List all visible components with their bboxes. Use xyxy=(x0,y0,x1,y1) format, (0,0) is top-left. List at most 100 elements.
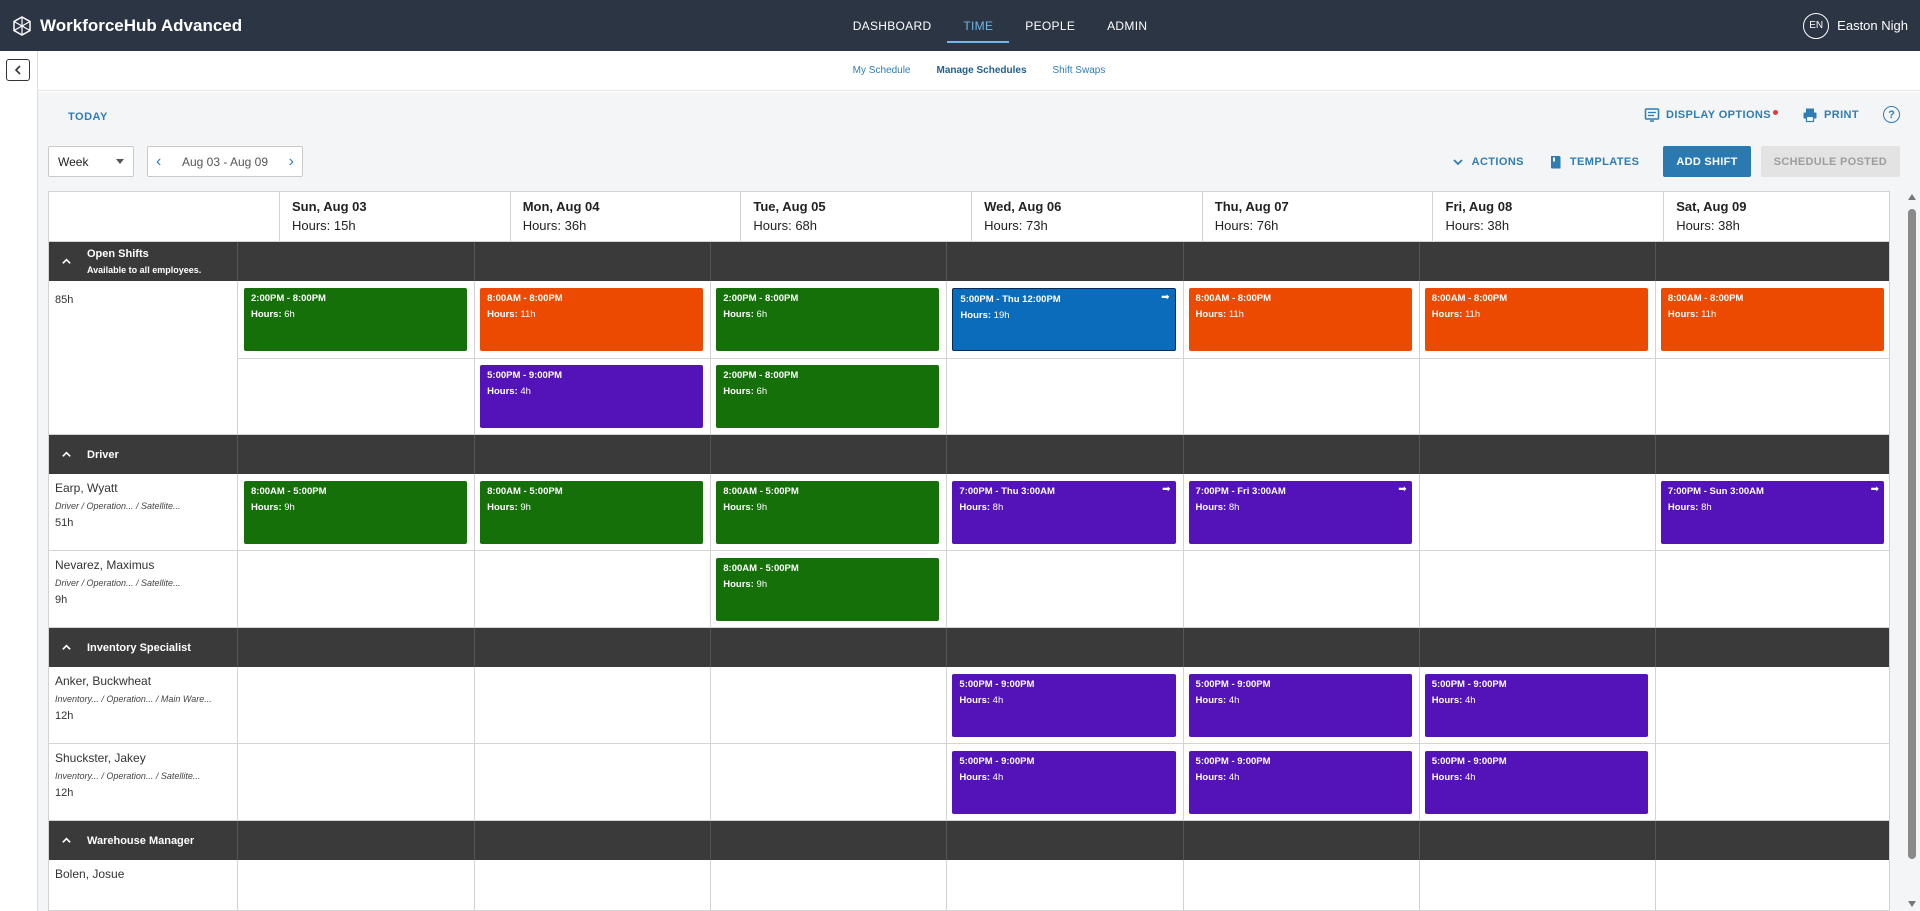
day-divider xyxy=(710,744,712,820)
shift-card[interactable]: 8:00AM - 8:00PM Hours: 11h xyxy=(1424,288,1648,351)
add-shift-button[interactable]: ADD SHIFT xyxy=(1663,146,1751,177)
shift-card[interactable]: 8:00AM - 8:00PM Hours: 11h xyxy=(1660,288,1884,351)
help-icon[interactable]: ? xyxy=(1883,106,1900,123)
day-divider xyxy=(710,281,712,434)
brand[interactable]: WorkforceHub Advanced xyxy=(12,0,242,51)
section-header[interactable]: Warehouse Manager xyxy=(49,821,1889,860)
scroll-up-icon[interactable] xyxy=(1908,194,1916,200)
employee-name[interactable]: Bolen, Josue xyxy=(55,867,125,881)
day-header: Sun, Aug 03 Hours: 15h xyxy=(280,192,511,242)
overnight-arrow-icon: ➡ xyxy=(1398,484,1407,495)
shift-time: 7:00PM - Fri 3:00AM xyxy=(1195,486,1286,497)
user-name[interactable]: Easton Nigh xyxy=(1837,18,1908,33)
avatar[interactable]: EN xyxy=(1803,12,1830,39)
previous-week-icon[interactable]: ‹ xyxy=(156,152,162,170)
shift-card[interactable]: 5:00PM - 9:00PM Hours: 4h xyxy=(1188,674,1412,737)
employee-name[interactable]: Shuckster, Jakey xyxy=(55,751,146,765)
shift-card[interactable]: 2:00PM - 8:00PM Hours: 6h xyxy=(716,365,940,428)
user-menu[interactable]: EN Easton Nigh xyxy=(1803,0,1908,51)
sub-nav-item-my-schedule[interactable]: My Schedule xyxy=(852,65,911,76)
shift-card[interactable]: 5:00PM - 9:00PM Hours: 4h xyxy=(1424,751,1648,814)
scrollbar-thumb[interactable] xyxy=(1908,209,1916,859)
shift-time: 2:00PM - 8:00PM xyxy=(723,293,799,304)
shift-hours: Hours: 6h xyxy=(723,386,768,397)
chevron-up-icon[interactable] xyxy=(59,640,73,654)
nav-item-time[interactable]: TIME xyxy=(947,0,1010,51)
shift-card[interactable]: 5:00PM - 9:00PM Hours: 4h xyxy=(1188,751,1412,814)
nav-item-dashboard[interactable]: DASHBOARD xyxy=(852,18,932,33)
nav-item-people[interactable]: PEOPLE xyxy=(1025,18,1076,33)
shift-card[interactable]: 8:00AM - 8:00PM Hours: 11h xyxy=(1188,288,1412,351)
display-options-label: DISPLAY OPTIONS xyxy=(1665,108,1771,121)
shift-card[interactable]: 2:00PM - 8:00PM Hours: 6h xyxy=(244,288,468,351)
employee-role: Driver / Operation... / Satellite... xyxy=(55,501,181,511)
shift-time: 5:00PM - 9:00PM xyxy=(1431,756,1507,767)
shift-card[interactable]: 8:00AM - 5:00PM Hours: 9h xyxy=(480,481,704,544)
employee-hours: 51h xyxy=(55,517,74,529)
shift-card[interactable]: 5:00PM - 9:00PM Hours: 4h xyxy=(1424,674,1648,737)
employee-label[interactable]: 85h xyxy=(49,281,238,434)
day-date: Thu, Aug 07 xyxy=(1214,199,1289,214)
day-hours: Hours: 38h xyxy=(1676,218,1740,233)
section-header[interactable]: Driver xyxy=(49,435,1889,474)
section-header[interactable]: Inventory Specialist xyxy=(49,628,1889,667)
day-divider xyxy=(1654,821,1656,860)
shift-card[interactable]: 8:00AM - 5:00PM Hours: 9h xyxy=(716,558,940,621)
day-divider xyxy=(1182,435,1184,474)
employee-row: Shuckster, Jakey Inventory... / Operation… xyxy=(49,744,1889,821)
print-icon xyxy=(1803,108,1817,122)
section-header[interactable]: Open Shifts Available to all employees. xyxy=(49,242,1889,281)
chevron-up-icon[interactable] xyxy=(59,254,73,268)
display-options-button[interactable]: DISPLAY OPTIONS xyxy=(1644,107,1778,123)
employee-hours: 9h xyxy=(55,594,68,606)
shift-card[interactable]: 8:00AM - 8:00PM Hours: 11h xyxy=(480,288,704,351)
templates-button[interactable]: TEMPLATES xyxy=(1548,154,1639,170)
employee-name[interactable]: Nevarez, Maximus xyxy=(55,558,155,572)
scroll-down-icon[interactable] xyxy=(1908,901,1916,907)
employee-label[interactable]: Bolen, Josue xyxy=(49,860,238,910)
shift-card[interactable]: 8:00AM - 5:00PM Hours: 9h xyxy=(244,481,468,544)
chevron-up-icon[interactable] xyxy=(59,447,73,461)
view-select[interactable]: Week xyxy=(48,146,134,177)
date-range-label[interactable]: Aug 03 - Aug 09 xyxy=(181,154,269,169)
shift-hours: Hours: 6h xyxy=(723,309,768,320)
print-button[interactable]: PRINT xyxy=(1802,107,1859,123)
day-divider xyxy=(1182,628,1184,667)
shift-card[interactable]: 8:00AM - 5:00PM Hours: 9h xyxy=(716,481,940,544)
actions-button[interactable]: ACTIONS xyxy=(1450,154,1524,170)
employee-name[interactable]: Earp, Wyatt xyxy=(55,481,118,495)
shift-card[interactable]: 7:00PM - Fri 3:00AM Hours: 8h ➡ xyxy=(1188,481,1412,544)
shift-card[interactable]: 2:00PM - 8:00PM Hours: 6h xyxy=(716,288,940,351)
employee-hours: 85h xyxy=(55,294,74,306)
employee-label[interactable]: Shuckster, Jakey Inventory... / Operation… xyxy=(49,744,238,820)
sub-nav-item-shift-swaps[interactable]: Shift Swaps xyxy=(1052,65,1106,76)
shift-hours: Hours: 11h xyxy=(1667,309,1717,320)
employee-label[interactable]: Earp, Wyatt Driver / Operation... / Satel… xyxy=(49,474,238,550)
overnight-arrow-icon: ➡ xyxy=(1870,484,1879,495)
day-divider xyxy=(1654,628,1656,667)
nav-item-admin[interactable]: ADMIN xyxy=(1107,18,1148,33)
employee-label[interactable]: Anker, Buckwheat Inventory... / Operation… xyxy=(49,667,238,743)
day-divider xyxy=(474,281,476,434)
shift-card[interactable]: 5:00PM - Thu 12:00PM Hours: 19h ➡ xyxy=(952,288,1176,351)
shift-hours: Hours: 8h xyxy=(1195,502,1240,513)
chevron-up-icon[interactable] xyxy=(59,833,73,847)
shift-card[interactable]: 7:00PM - Thu 3:00AM Hours: 8h ➡ xyxy=(952,481,1176,544)
today-button[interactable]: TODAY xyxy=(68,111,108,123)
shift-card[interactable]: 5:00PM - 9:00PM Hours: 4h xyxy=(480,365,704,428)
collapse-sidebar-icon[interactable] xyxy=(6,59,30,81)
main-nav: DASHBOARD TIME PEOPLE ADMIN xyxy=(0,0,1920,51)
day-divider xyxy=(1418,435,1420,474)
sub-nav-item-manage-schedules[interactable]: Manage Schedules xyxy=(936,65,1027,76)
employee-name[interactable]: Anker, Buckwheat xyxy=(55,674,152,688)
shift-card[interactable]: 5:00PM - 9:00PM Hours: 4h xyxy=(952,751,1176,814)
shift-card[interactable]: 5:00PM - 9:00PM Hours: 4h xyxy=(952,674,1176,737)
schedule-grid: Sun, Aug 03 Hours: 15h Mon, Aug 04 Hours: 3… xyxy=(48,191,1890,911)
day-divider xyxy=(946,860,948,910)
next-week-icon[interactable]: › xyxy=(288,152,294,170)
shift-card[interactable]: 7:00PM - Sun 3:00AM Hours: 8h ➡ xyxy=(1660,481,1884,544)
view-select-value: Week xyxy=(58,154,89,169)
shift-time: 8:00AM - 5:00PM xyxy=(723,563,799,574)
vertical-scrollbar[interactable] xyxy=(1905,191,1920,911)
employee-label[interactable]: Nevarez, Maximus Driver / Operation... / … xyxy=(49,551,238,627)
